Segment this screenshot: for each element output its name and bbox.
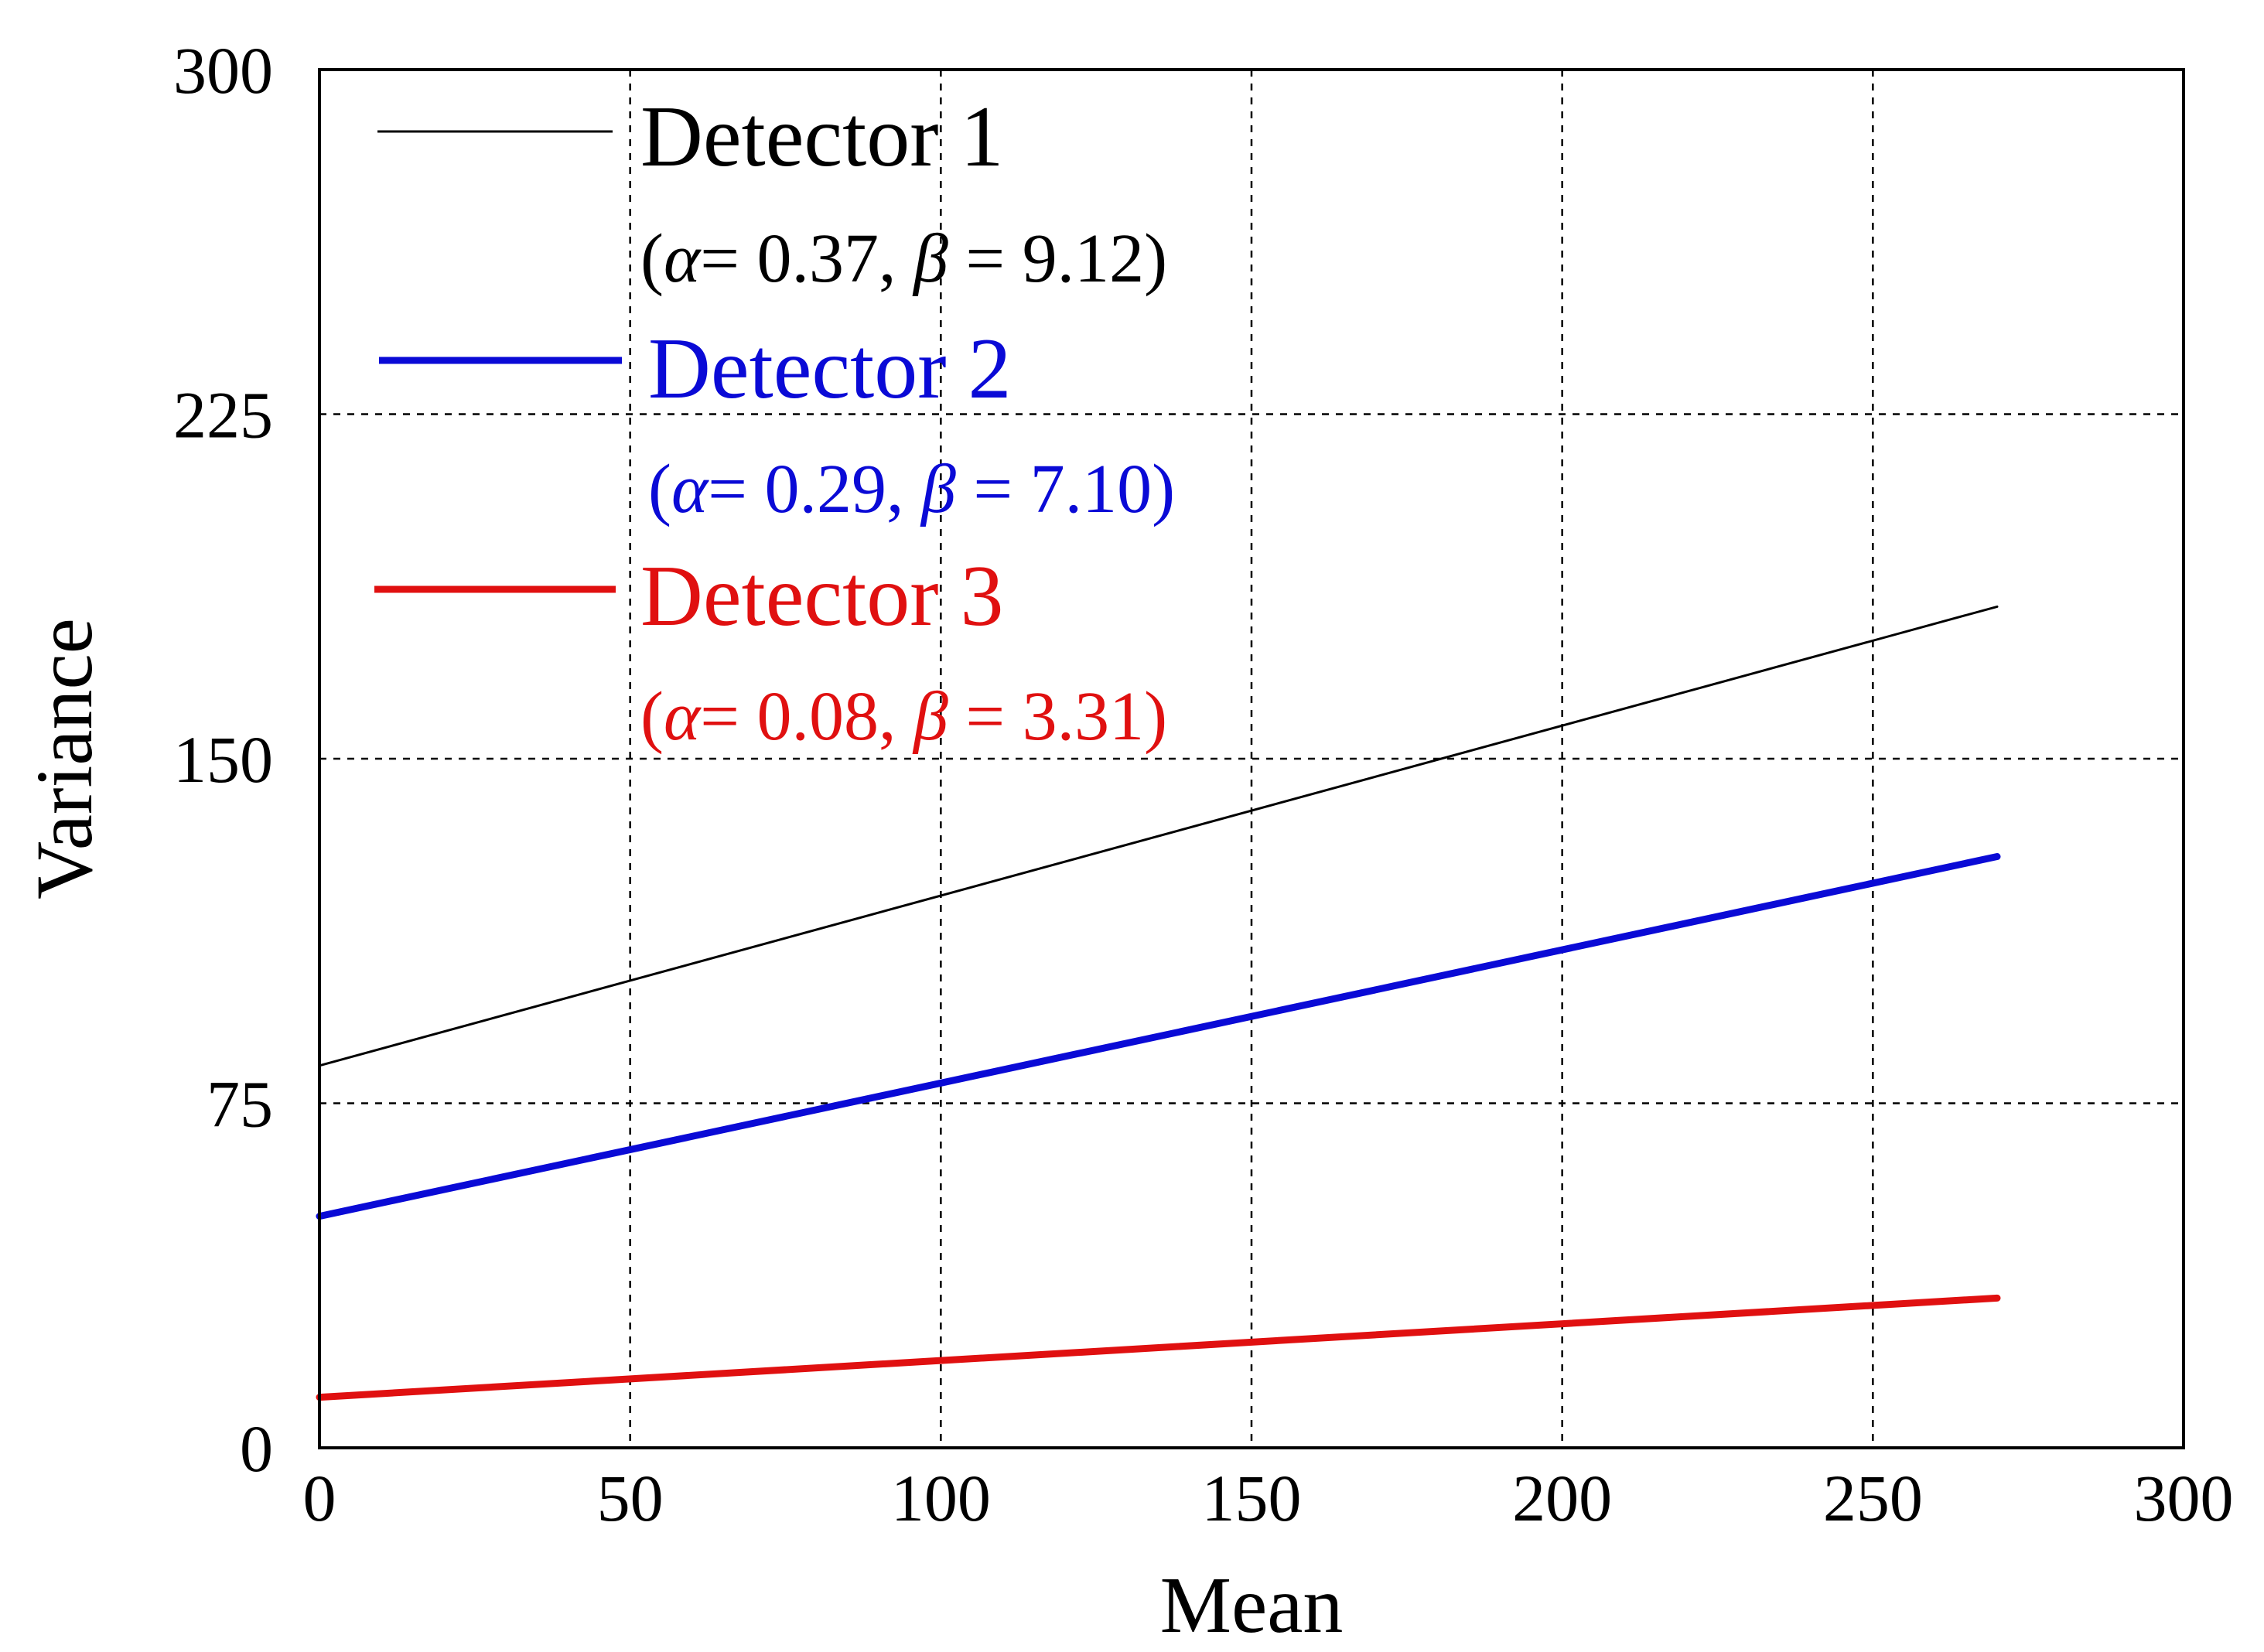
grid xyxy=(319,70,2184,1448)
x-tick-label: 100 xyxy=(891,1461,991,1535)
y-tick-label: 225 xyxy=(173,378,273,452)
series-lines xyxy=(316,605,2001,1401)
y-tick-label: 75 xyxy=(207,1067,273,1142)
legend-label-detector-1: Detector 1 xyxy=(640,89,1004,185)
x-axis-title: Mean xyxy=(1160,1561,1344,1650)
x-tick-label: 200 xyxy=(1512,1461,1612,1535)
y-tick-label: 150 xyxy=(173,722,273,797)
legend-entry-detector-3: Detector 3 (α= 0.08, β = 3.31) xyxy=(374,548,1167,755)
y-tick-label: 0 xyxy=(240,1411,273,1486)
x-axis-ticks: 0 50 100 150 200 250 300 xyxy=(303,1461,2234,1535)
series-line-detector-3 xyxy=(316,1294,2001,1401)
legend-entry-detector-1: Detector 1 (α= 0.37, β = 9.12) xyxy=(377,89,1167,297)
legend: Detector 1 (α= 0.37, β = 9.12) Detector … xyxy=(374,89,1175,755)
y-axis-ticks: 0 75 150 225 300 xyxy=(173,33,273,1486)
legend-params-detector-3: (α= 0.08, β = 3.31) xyxy=(640,678,1167,755)
legend-label-detector-3: Detector 3 xyxy=(640,548,1004,644)
y-tick-label: 300 xyxy=(173,33,273,108)
legend-params-detector-1: (α= 0.37, β = 9.12) xyxy=(640,220,1167,297)
series-line-detector-2 xyxy=(316,853,2001,1220)
legend-entry-detector-2: Detector 2 (α= 0.29, β = 7.10) xyxy=(379,321,1175,527)
x-tick-label: 250 xyxy=(1823,1461,1923,1535)
y-axis-title: Variance xyxy=(20,618,109,899)
plot-frame xyxy=(318,68,2185,1449)
legend-label-detector-2: Detector 2 xyxy=(648,321,1012,417)
x-tick-label: 300 xyxy=(2134,1461,2234,1535)
legend-params-detector-2: (α= 0.29, β = 7.10) xyxy=(648,451,1175,527)
series-line-detector-1 xyxy=(318,605,1999,1067)
x-tick-label: 50 xyxy=(597,1461,664,1535)
x-tick-label: 0 xyxy=(303,1461,336,1535)
x-tick-label: 150 xyxy=(1202,1461,1302,1535)
